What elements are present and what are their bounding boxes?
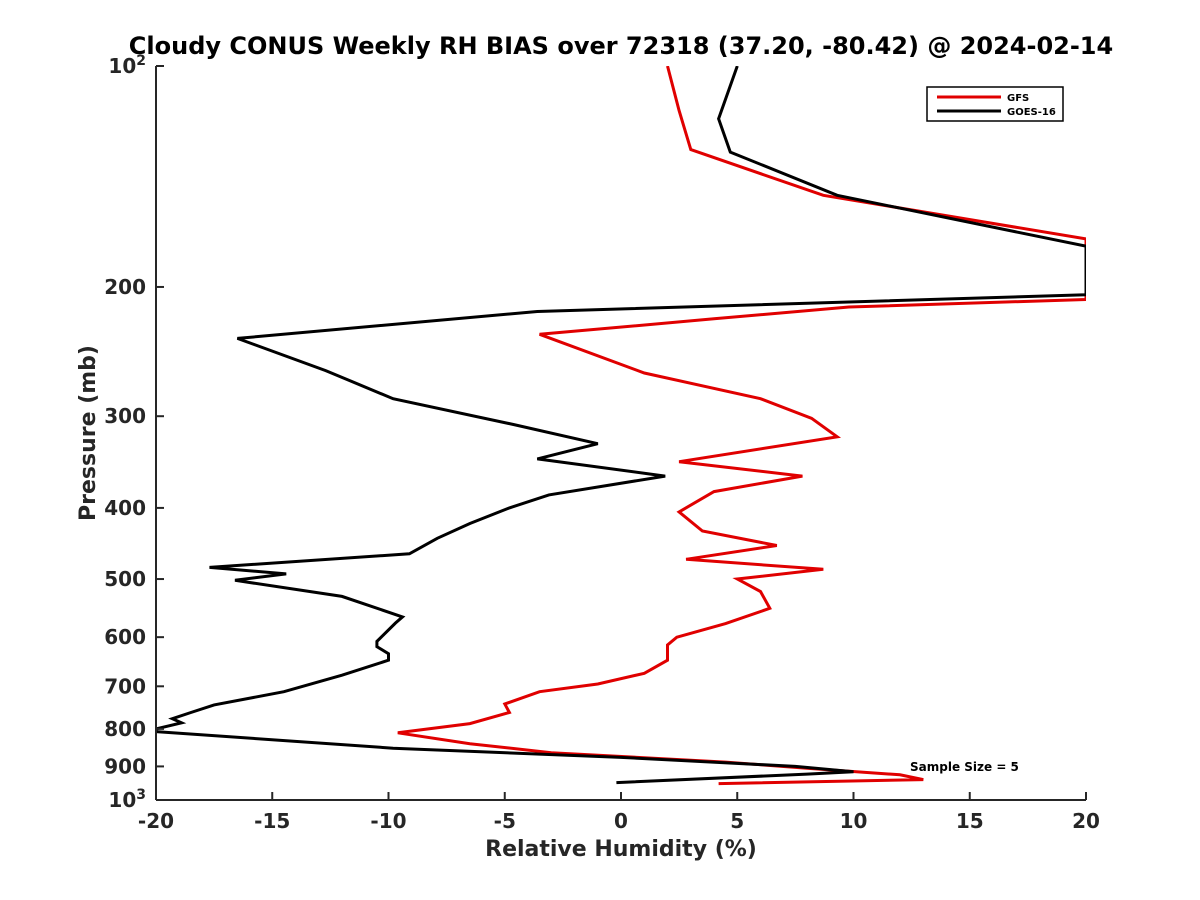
x-axis-label: Relative Humidity (%) — [485, 837, 757, 862]
y-tick-label: 800 — [104, 717, 146, 741]
legend-label-goes-16: GOES-16 — [1007, 107, 1056, 118]
y-tick-label: 900 — [104, 754, 146, 778]
y-tick-label: 300 — [104, 404, 146, 428]
x-axis: -20 -15 -10 -5 0 5 10 15 20 — [138, 792, 1100, 833]
chart-title: Cloudy CONUS Weekly RH BIAS over 72318 (… — [129, 32, 1113, 60]
legend-label-gfs: GFS — [1007, 93, 1029, 104]
x-tick-label: -20 — [138, 809, 174, 833]
x-tick-label: 10 — [840, 809, 868, 833]
legend: GFS GOES-16 — [926, 86, 1064, 122]
x-tick-label: -10 — [370, 809, 406, 833]
y-tick-label: 600 — [104, 625, 146, 649]
x-tick-label: 5 — [730, 809, 744, 833]
legend-box — [926, 86, 1064, 122]
y-axis: 102 200 300 400 500 600 700 800 900 103 — [104, 53, 164, 812]
x-tick-label: 0 — [614, 809, 628, 833]
y-axis-label: Pressure (mb) — [76, 345, 101, 521]
y-tick-label: 200 — [104, 275, 146, 299]
y-tick-label: 700 — [104, 674, 146, 698]
y-tick-label: 500 — [104, 567, 146, 591]
y-tick-label: 102 — [108, 53, 146, 78]
x-tick-label: 20 — [1072, 809, 1100, 833]
x-tick-label: 15 — [956, 809, 984, 833]
x-tick-label: -5 — [494, 809, 516, 833]
y-tick-label: 400 — [104, 496, 146, 520]
y-tick-label: 103 — [108, 787, 146, 812]
x-tick-label: -15 — [254, 809, 290, 833]
series-line-gfs — [397, 66, 1086, 786]
sample-size-annotation: Sample Size = 5 — [910, 760, 1019, 774]
series-line-goes-16 — [156, 66, 1086, 785]
plot-area — [155, 66, 1086, 801]
